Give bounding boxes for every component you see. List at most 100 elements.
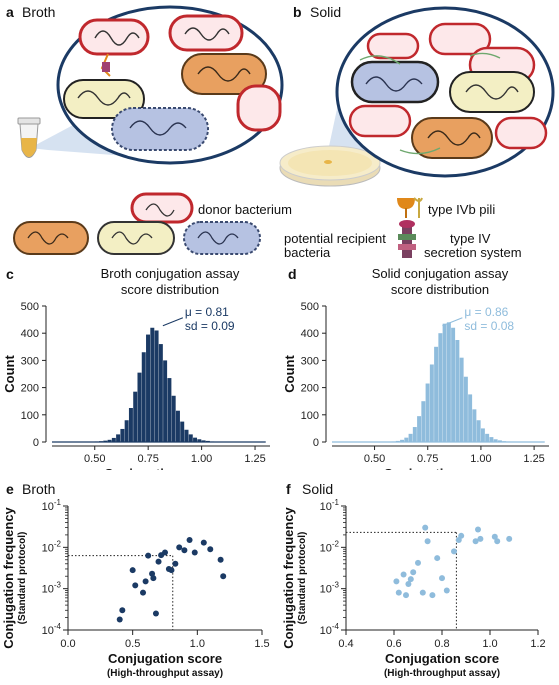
scatter-point xyxy=(393,578,400,585)
histogram-bar xyxy=(133,391,138,442)
panel-f-letter: f xyxy=(286,481,291,497)
histogram-bar xyxy=(167,378,172,442)
legend-donor-label: donor bacterium xyxy=(198,202,292,217)
scatter-point xyxy=(494,538,501,545)
y-tick-label: 10-2 xyxy=(320,539,340,554)
histogram-bar xyxy=(124,420,129,442)
scatter-point xyxy=(395,589,402,596)
scatter-point xyxy=(400,571,407,578)
scatter-point xyxy=(424,538,431,545)
test-tube-icon xyxy=(17,117,41,158)
scatter-point xyxy=(506,535,513,542)
legend-recipient-label-1: potential recipient xyxy=(284,231,386,246)
histogram-bar xyxy=(489,437,494,442)
x-tick-label: 0.0 xyxy=(60,638,75,650)
histogram-bar xyxy=(158,344,163,442)
panel-a-letter: a xyxy=(6,4,14,20)
scatter-point xyxy=(140,589,147,596)
panel-f-title: Solid xyxy=(302,481,334,497)
schematic-illustration xyxy=(17,5,555,187)
histogram-bar xyxy=(438,333,443,442)
histogram-bar xyxy=(197,439,202,442)
annotation-mu: μ = 0.81 xyxy=(185,305,229,319)
chart-e-scatter: 10-4 10-3 10-2 10-1 0.0 0.5 1.0 1.5 Conjugation … xyxy=(1,498,270,679)
histogram-bar xyxy=(137,372,142,442)
y-tick-label: 500 xyxy=(301,301,319,313)
histogram-bar xyxy=(163,360,168,442)
x-tick-label: 0.75 xyxy=(417,453,438,465)
histogram-bar xyxy=(434,346,439,442)
y-tick-label: 10-4 xyxy=(42,622,62,637)
petri-dish-icon xyxy=(279,145,381,187)
scatter-point xyxy=(116,616,123,623)
x-axis-label: Conjugation score xyxy=(108,651,222,666)
histogram-bar xyxy=(493,439,498,442)
annotation-pointer xyxy=(162,317,184,327)
y-tick-label: 200 xyxy=(21,383,39,395)
scatter-point xyxy=(477,535,484,542)
scatter-point xyxy=(168,567,175,574)
panel-e-title: Broth xyxy=(22,481,56,497)
broth-zoom-circle xyxy=(56,5,284,165)
x-axis-label: Conjugation score xyxy=(104,466,218,470)
scatter-point xyxy=(429,592,436,599)
y-axis-label: Conjugation frequency xyxy=(281,506,296,648)
x-axis-label: Conjugation score xyxy=(385,651,499,666)
x-tick-label: 1.0 xyxy=(482,638,497,650)
y-tick-label: 500 xyxy=(21,301,39,313)
legend-secretion-label-1: type IV xyxy=(450,231,491,246)
histogram-bar xyxy=(400,439,405,442)
histogram-bar xyxy=(141,352,146,442)
scatter-point xyxy=(155,558,162,565)
y-tick-label: 400 xyxy=(21,328,39,340)
histogram-bar xyxy=(150,327,155,442)
y-tick-label: 0 xyxy=(313,437,319,449)
x-tick-label: 1.0 xyxy=(190,638,205,650)
histogram-bar xyxy=(412,427,417,442)
histogram-bar xyxy=(455,340,460,442)
y-tick-label: 10-1 xyxy=(42,498,62,513)
scatter-point xyxy=(119,607,126,614)
panel-c-letter: c xyxy=(6,266,14,282)
histogram-bar xyxy=(205,440,210,442)
x-tick-label: 0.6 xyxy=(386,638,401,650)
panel-e-letter: e xyxy=(6,481,14,497)
histogram-bar xyxy=(468,394,473,442)
x-tick-label: 0.75 xyxy=(137,453,158,465)
y-tick-label: 10-1 xyxy=(320,498,340,513)
scatter-point xyxy=(472,538,479,545)
histogram-bar xyxy=(154,330,159,442)
scatter-point xyxy=(491,533,498,540)
histogram-bar xyxy=(472,409,477,442)
histogram-bar xyxy=(429,364,434,442)
x-tick-label: 0.8 xyxy=(434,638,449,650)
recipient-bacteria-icons xyxy=(13,221,261,255)
scatter-point xyxy=(142,578,149,585)
panel-d-letter: d xyxy=(288,266,297,282)
histogram-bar xyxy=(476,420,481,442)
y-axis-sublabel: (Standard protocol) xyxy=(17,532,28,625)
histogram-bar xyxy=(210,441,215,442)
scatter-point xyxy=(434,555,441,562)
y-axis-label: Count xyxy=(282,355,297,393)
histogram-bar xyxy=(94,441,99,442)
y-tick-label: 100 xyxy=(301,410,319,422)
y-tick-label: 200 xyxy=(301,383,319,395)
histogram-bar xyxy=(451,327,456,442)
histogram-bar xyxy=(111,437,116,442)
y-tick-label: 300 xyxy=(21,355,39,367)
x-tick-label: 0.5 xyxy=(125,638,140,650)
scatter-point xyxy=(152,610,159,617)
histogram-bar xyxy=(193,437,198,442)
secretion-system-icon xyxy=(398,220,416,258)
x-axis-sublabel: (High-throughput assay) xyxy=(384,668,500,679)
x-tick-label: 1.00 xyxy=(470,453,491,465)
chart-c-title-line1: Broth conjugation assay xyxy=(100,266,240,281)
histogram-bar xyxy=(506,441,511,442)
scatter-point xyxy=(207,546,214,553)
histogram-bar xyxy=(421,401,426,442)
histogram-bar xyxy=(116,434,121,442)
scatter-point xyxy=(129,567,136,574)
x-tick-label: 1.5 xyxy=(254,638,269,650)
scatter-point xyxy=(451,548,457,555)
